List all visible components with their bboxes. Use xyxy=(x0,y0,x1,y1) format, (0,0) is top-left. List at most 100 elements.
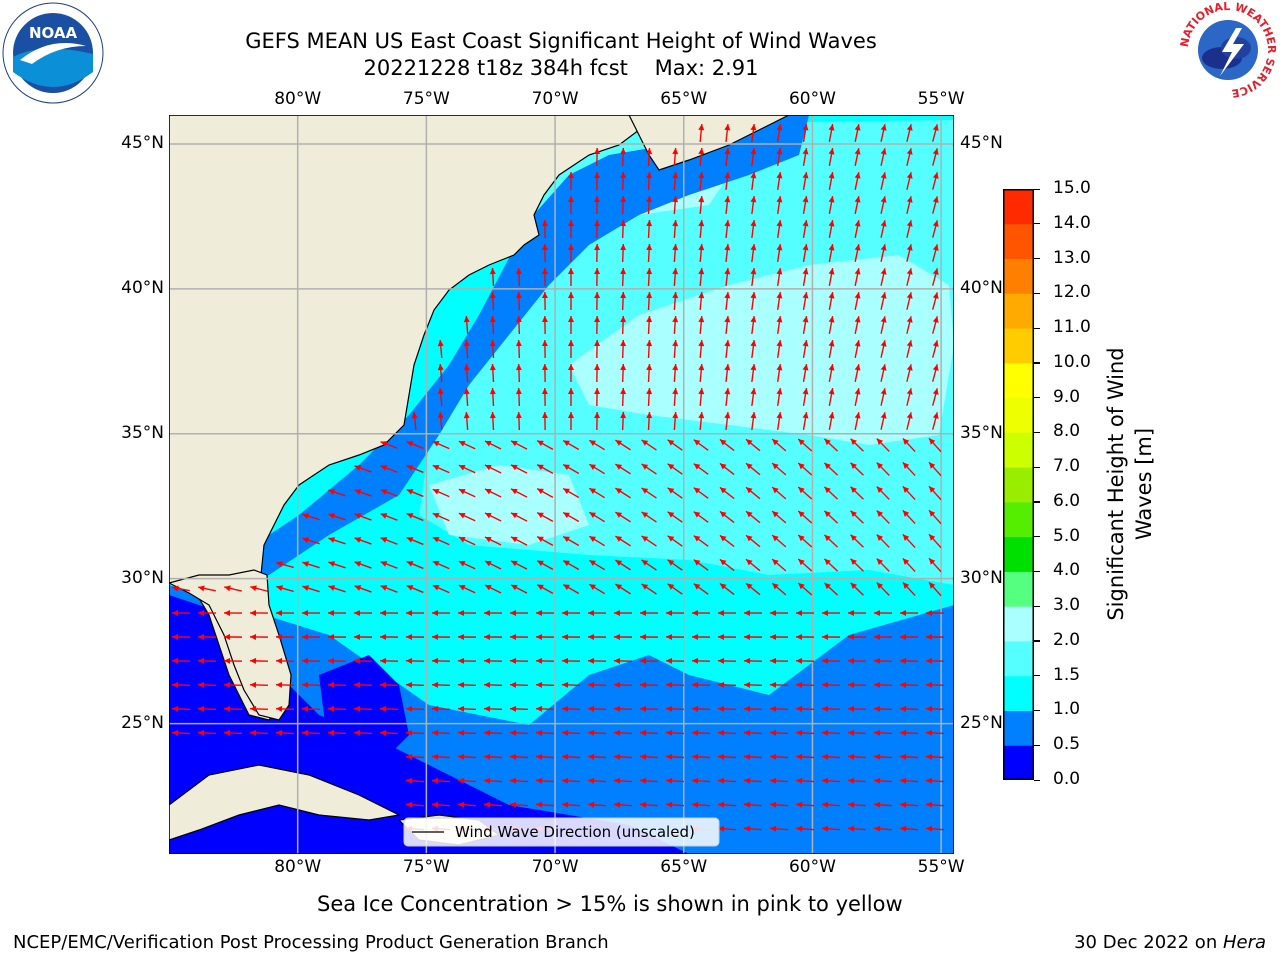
wave-arrow xyxy=(828,388,835,406)
wave-arrow xyxy=(275,657,295,664)
wave-arrow xyxy=(489,339,496,359)
map-legend: Wind Wave Direction (unscaled) xyxy=(403,817,720,847)
map-plot: Wind Wave Direction (unscaled) xyxy=(169,115,954,854)
wave-arrow xyxy=(613,609,633,616)
wave-arrow xyxy=(698,267,705,287)
wave-arrow xyxy=(693,439,709,451)
wave-arrow xyxy=(484,584,502,594)
wave-arrow xyxy=(717,825,737,832)
wave-arrow xyxy=(797,462,813,476)
wave-arrow xyxy=(776,291,783,311)
wave-arrow xyxy=(776,387,783,407)
wave-arrow xyxy=(719,486,735,500)
wave-arrow xyxy=(873,633,893,640)
wave-arrow xyxy=(823,462,839,476)
wave-arrow xyxy=(561,705,581,712)
wave-arrow xyxy=(483,801,503,808)
wave-arrow xyxy=(457,753,477,760)
wave-arrow xyxy=(197,681,217,688)
wave-arrow xyxy=(932,220,939,238)
wave-arrow xyxy=(641,439,657,451)
wave-arrow xyxy=(691,777,711,784)
wave-arrow xyxy=(719,534,735,548)
colorbar-frame xyxy=(1003,189,1034,780)
wave-arrow xyxy=(724,411,731,431)
wave-arrow xyxy=(847,825,867,832)
colorbar-segment-10 xyxy=(1003,397,1034,433)
land-north-america xyxy=(169,115,680,721)
wave-arrow xyxy=(327,657,347,664)
wave-arrow xyxy=(928,509,942,525)
lon-tick-bottom-4: 60°W xyxy=(788,857,836,877)
wave-arrow xyxy=(880,340,887,358)
wave-arrow xyxy=(821,681,841,688)
wave-arrow xyxy=(458,536,476,546)
colorbar-label: Significant Height of Wind Waves [m] xyxy=(1102,304,1158,664)
wave-arrow xyxy=(301,729,321,736)
wave-arrow xyxy=(906,268,913,286)
wave-arrow xyxy=(850,438,864,452)
wave-arrow xyxy=(876,582,890,596)
wave-arrow xyxy=(353,705,373,712)
wave-arrow xyxy=(646,411,653,431)
wave-arrow xyxy=(828,196,835,214)
wave-arrow xyxy=(691,729,711,736)
wave-arrow xyxy=(847,753,867,760)
colorbar-segment-7 xyxy=(1003,501,1034,538)
wave-arrow xyxy=(667,511,683,523)
wave-arrow xyxy=(672,387,679,407)
wave-arrow xyxy=(354,585,372,593)
footer-date: 30 Dec 2022 on xyxy=(1074,932,1223,953)
wave-arrow xyxy=(880,268,887,286)
wave-arrow xyxy=(301,633,321,640)
wave-arrow xyxy=(821,729,841,736)
wave-arrow xyxy=(719,438,735,452)
wave-arrow xyxy=(432,560,450,570)
colorbar-tick-label: 8.0 xyxy=(1053,421,1081,442)
wave-arrow xyxy=(639,777,659,784)
colorbar-tick-label: 15.0 xyxy=(1053,178,1091,198)
wave-arrow xyxy=(457,729,477,736)
wave-arrow xyxy=(411,411,418,431)
wave-arrow xyxy=(515,411,522,431)
wave-arrow xyxy=(432,584,450,594)
wave-arrow xyxy=(515,291,522,311)
lon-tick-top-2: 70°W xyxy=(531,89,579,109)
wave-arrow xyxy=(691,705,711,712)
wave-arrow xyxy=(620,411,627,431)
wave-arrow xyxy=(353,729,373,736)
wave-arrow xyxy=(771,462,787,476)
wave-arrow xyxy=(771,438,787,452)
wave-arrow xyxy=(880,196,887,214)
wave-arrow xyxy=(587,705,607,712)
wave-arrow xyxy=(850,486,864,500)
wave-arrow xyxy=(620,387,627,407)
colorbar-segment-5 xyxy=(1003,571,1034,607)
wave-arrow xyxy=(823,534,839,548)
wave-arrow xyxy=(928,533,942,549)
wave-arrow xyxy=(821,777,841,784)
wave-arrow xyxy=(568,267,575,287)
wave-arrow xyxy=(536,512,554,522)
wave-arrow xyxy=(535,633,555,640)
wave-arrow xyxy=(509,777,529,784)
wave-arrow xyxy=(620,147,627,167)
wave-arrow xyxy=(672,363,679,383)
footer-left: NCEP/EMC/Verification Post Processing Pr… xyxy=(13,932,609,953)
wave-arrow xyxy=(646,387,653,407)
wave-arrow xyxy=(854,172,861,190)
wave-arrow xyxy=(717,657,737,664)
wave-arrow xyxy=(854,292,861,310)
wave-arrow xyxy=(698,291,705,311)
wave-arrow xyxy=(771,510,787,524)
wave-arrow xyxy=(873,825,893,832)
wave-arrow xyxy=(457,681,477,688)
wave-arrow xyxy=(223,681,243,688)
wave-arrow xyxy=(353,657,373,664)
wave-arrow xyxy=(588,535,606,547)
wave-arrow xyxy=(515,339,522,359)
wave-arrow xyxy=(667,487,683,499)
wave-arrow xyxy=(776,243,783,263)
wave-arrow xyxy=(873,753,893,760)
wave-arrow xyxy=(850,462,864,476)
